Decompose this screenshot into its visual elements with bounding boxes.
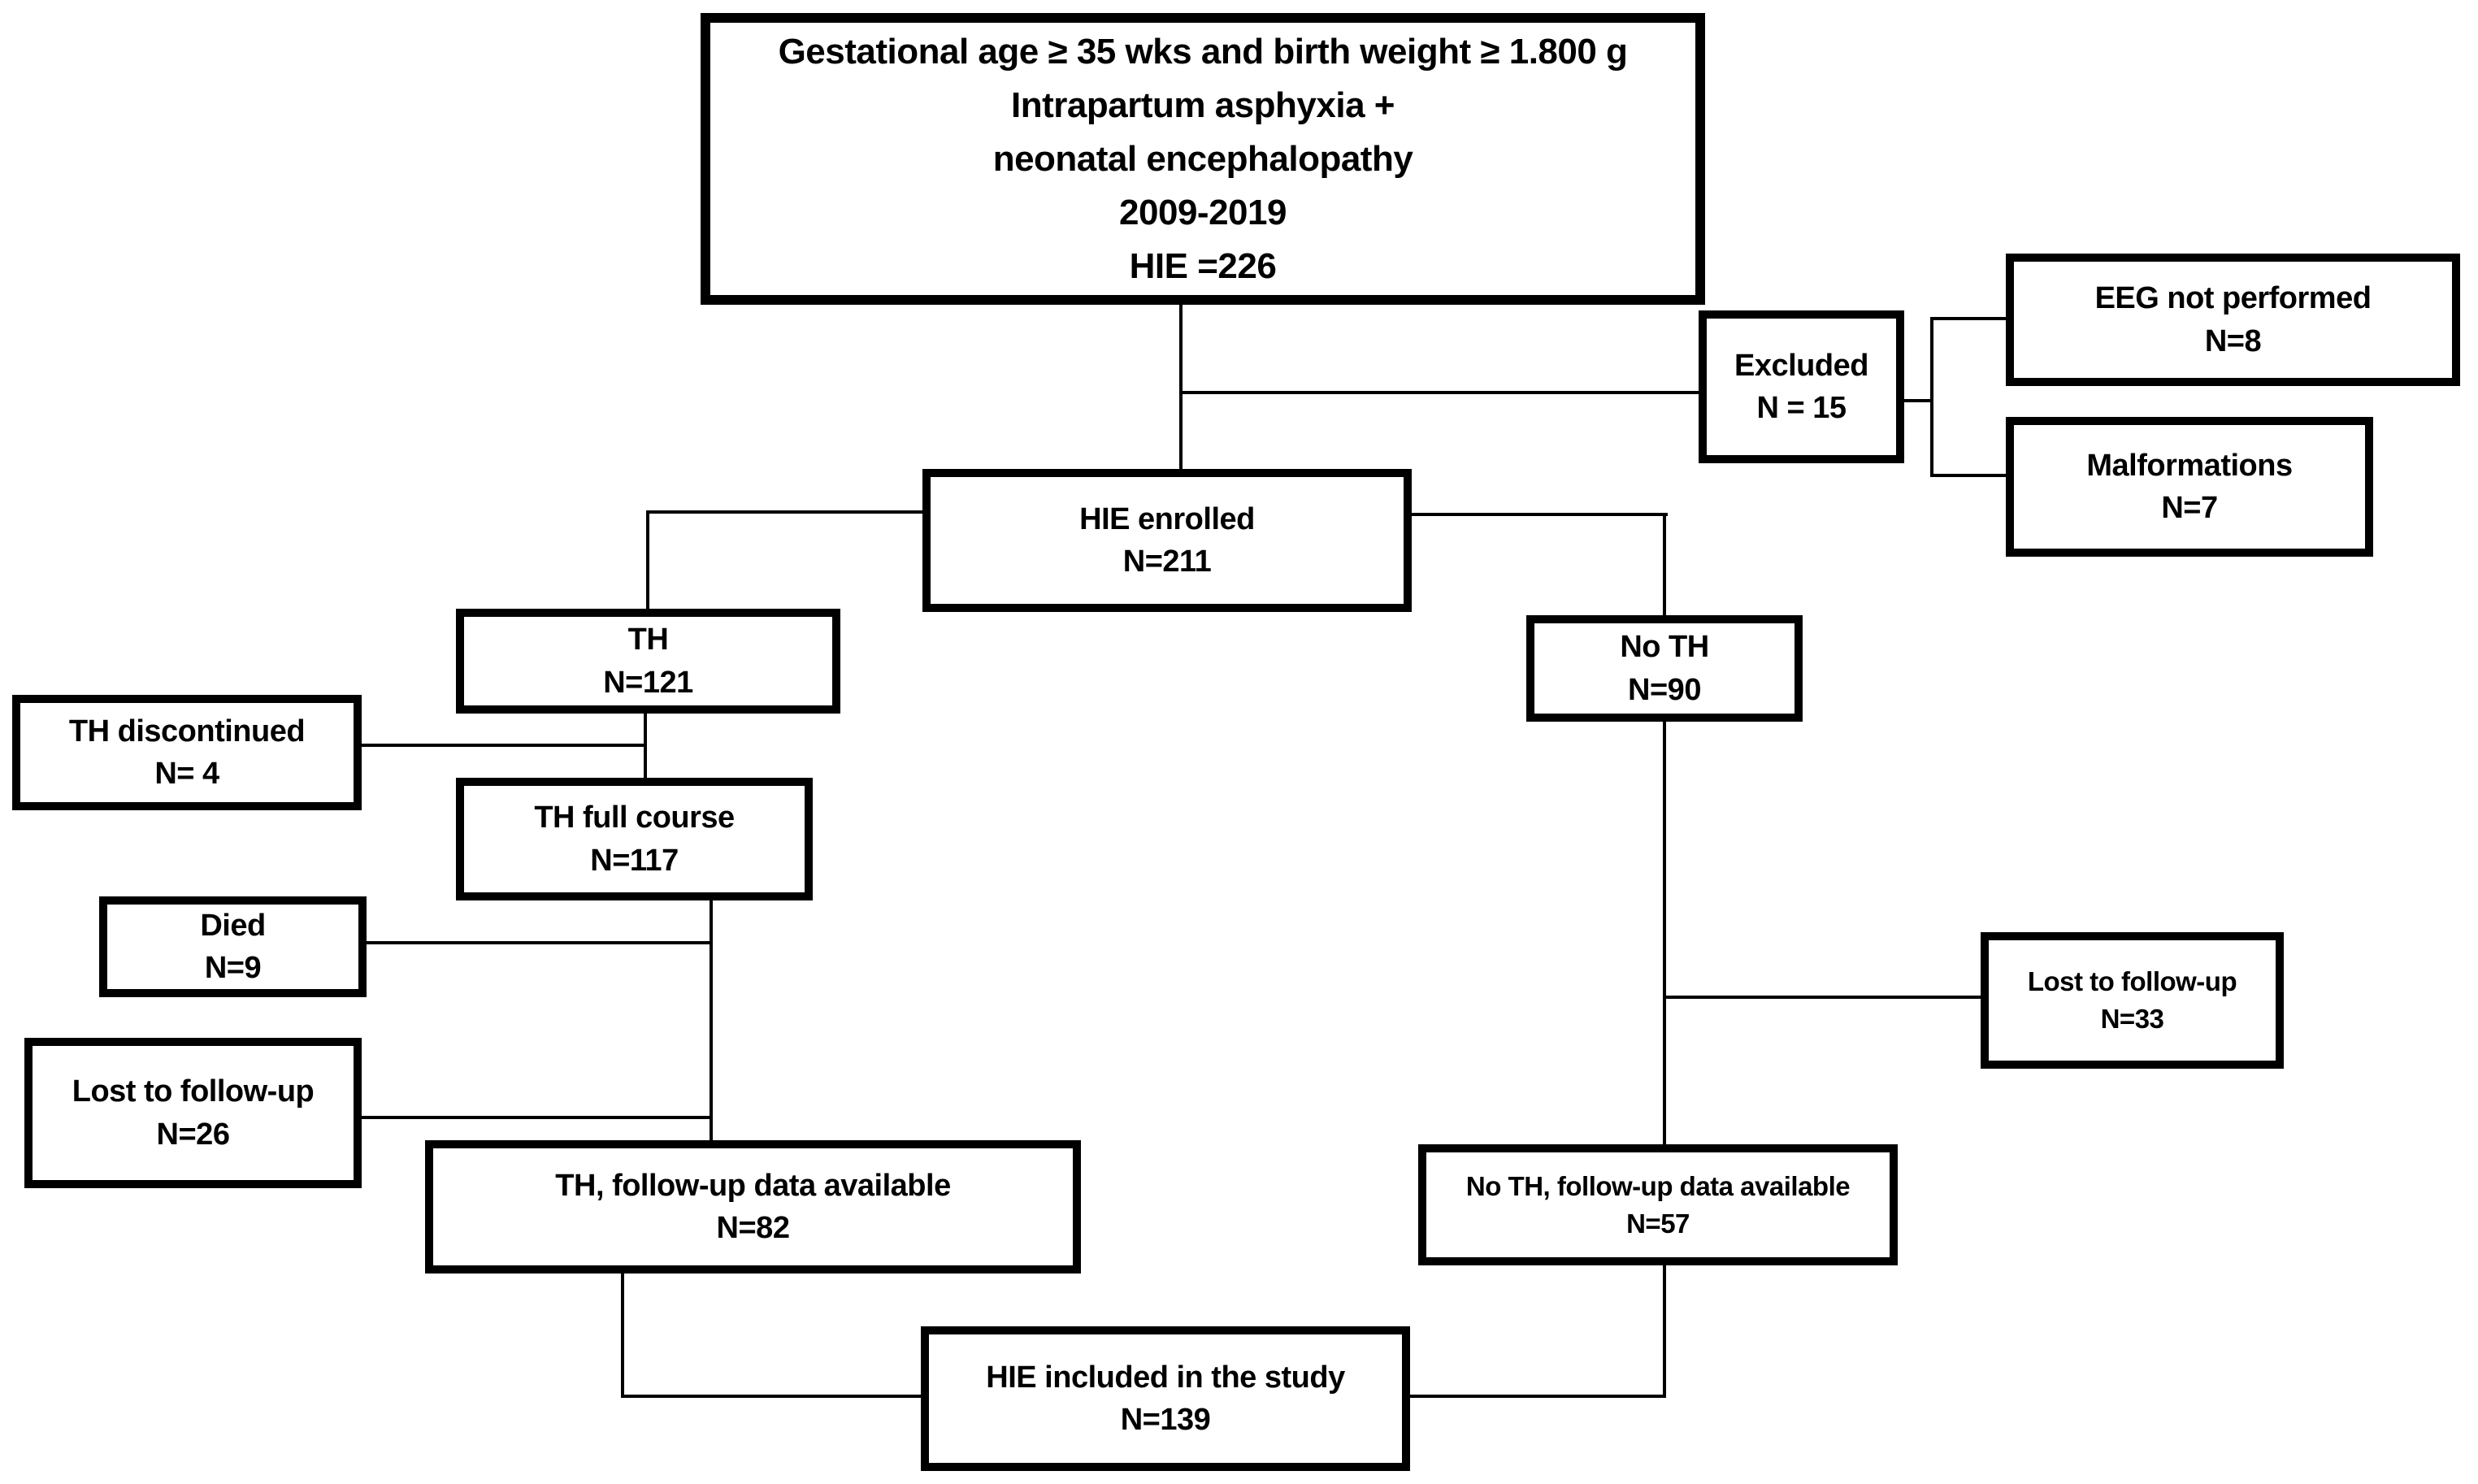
node-label: Died: [200, 908, 266, 943]
connector-died: [367, 941, 711, 944]
node-th-discontinued: TH discontinued N= 4: [12, 695, 362, 810]
node-eeg-not-performed: EEG not performed N=8: [2006, 254, 2460, 386]
node-eligibility: Gestational age ≥ 35 wks and birth weigh…: [701, 13, 1705, 305]
connector-bracket-to-malformations: [1932, 474, 2006, 477]
node-count: N=121: [603, 665, 693, 700]
connector-excluded-bracket-vertical: [1930, 317, 1933, 477]
connector-bottom-left: [621, 1395, 921, 1398]
node-th-full-course: TH full course N=117: [456, 778, 813, 900]
node-died: Died N=9: [99, 896, 367, 997]
node-count: N=33: [2100, 1004, 2164, 1034]
node-label: TH, follow-up data available: [555, 1168, 951, 1203]
node-count: N=139: [1120, 1403, 1211, 1437]
connector-th-discontinued: [362, 744, 645, 747]
node-label: Gestational age ≥ 35 wks and birth weigh…: [778, 31, 1628, 72]
node-label: 2009-2019: [1119, 192, 1287, 232]
node-label: EEG not performed: [2094, 281, 2372, 316]
connector-enrolled-to-noth-vertical: [1663, 513, 1666, 615]
node-count: N=211: [1122, 545, 1212, 579]
node-no-th-followup-available: No TH, follow-up data available N=57: [1418, 1144, 1898, 1265]
node-hie-included: HIE included in the study N=139: [921, 1326, 1410, 1471]
node-label: TH discontinued: [68, 714, 306, 749]
node-count: N=117: [590, 843, 679, 878]
node-label: HIE =226: [1129, 245, 1277, 286]
node-count: N=82: [716, 1211, 790, 1245]
node-count: N=90: [1628, 672, 1701, 707]
node-malformations: Malformations N=7: [2006, 417, 2373, 557]
node-count: N=57: [1626, 1208, 1690, 1239]
node-label: HIE included in the study: [986, 1360, 1345, 1395]
connector-enrolled-to-th-horizontal: [648, 510, 922, 514]
node-label: Lost to follow-up: [2027, 966, 2237, 997]
node-excluded: Excluded N = 15: [1699, 310, 1904, 463]
connector-eligibility-to-enrolled: [1179, 305, 1183, 472]
node-label: Intrapartum asphyxia +: [1011, 85, 1395, 125]
node-lost-to-followup-no-th: Lost to follow-up N=33: [1981, 932, 2284, 1069]
node-hie-enrolled: HIE enrolled N=211: [922, 469, 1412, 612]
connector-lost-followup-th: [362, 1116, 711, 1119]
node-lost-to-followup-th: Lost to follow-up N=26: [24, 1038, 362, 1188]
node-label: HIE enrolled: [1079, 501, 1255, 536]
connector-th-to-fullcourse: [644, 714, 647, 778]
node-count: N=9: [204, 951, 262, 985]
connector-enrolled-to-noth-horizontal: [1412, 513, 1668, 516]
node-label: TH: [627, 623, 669, 657]
node-label: Excluded: [1734, 348, 1868, 383]
node-label: Malformations: [2086, 448, 2293, 483]
node-th-followup-available: TH, follow-up data available N=82: [425, 1140, 1081, 1274]
node-count: N=8: [2204, 323, 2262, 358]
connector-th-followup-down: [621, 1274, 624, 1396]
connector-enrolled-to-th-vertical: [646, 510, 649, 609]
connector-noth-down: [1663, 722, 1666, 1144]
connector-bracket-to-eeg: [1932, 317, 2006, 320]
connector-fullcourse-down: [710, 900, 713, 1140]
connector-bottom-right: [1410, 1395, 1666, 1398]
node-no-th: No TH N=90: [1526, 615, 1803, 722]
connector-noth-followup-down: [1663, 1265, 1666, 1396]
node-label: TH full course: [534, 801, 735, 835]
node-label: No TH: [1620, 630, 1709, 665]
connector-to-excluded: [1181, 391, 1700, 394]
connector-excluded-to-bracket: [1904, 399, 1933, 402]
node-count: N=7: [2161, 491, 2218, 525]
node-th: TH N=121: [456, 609, 840, 714]
node-count: N = 15: [1756, 391, 1847, 425]
node-label: neonatal encephalopathy: [992, 138, 1413, 179]
node-label: Lost to follow-up: [72, 1074, 315, 1109]
node-label: No TH, follow-up data available: [1465, 1170, 1851, 1201]
node-count: N= 4: [154, 757, 219, 791]
node-count: N=26: [156, 1117, 230, 1152]
connector-lost-followup-noth: [1663, 996, 1981, 999]
